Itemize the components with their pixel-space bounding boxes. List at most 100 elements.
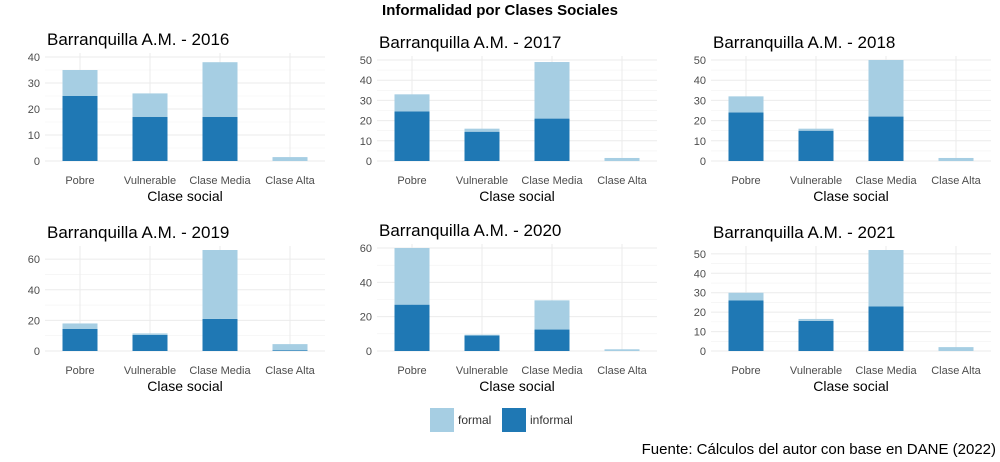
- bar-informal: [272, 350, 308, 351]
- x-axis-label: Clase social: [813, 378, 888, 394]
- x-tick-label: Pobre: [397, 175, 426, 187]
- bar-formal: [202, 250, 238, 319]
- x-axis-label: Clase social: [813, 188, 888, 204]
- x-tick-label: Clase Media: [521, 175, 583, 187]
- bar-informal: [868, 306, 904, 351]
- y-tick-label: 20: [694, 307, 706, 319]
- x-tick-label: Vulnerable: [790, 365, 842, 377]
- bar-formal: [868, 60, 904, 117]
- figure-caption: Fuente: Cálculos del autor con base en D…: [641, 441, 996, 458]
- bar-formal: [868, 250, 904, 307]
- x-tick-label: Clase Alta: [931, 175, 981, 187]
- y-tick-label: 40: [28, 285, 40, 297]
- bar-formal: [272, 344, 308, 351]
- bar-informal: [132, 334, 168, 351]
- bar-formal: [132, 93, 168, 117]
- figure-title: Informalidad por Clases Sociales: [382, 2, 618, 19]
- bar-formal: [938, 157, 974, 161]
- y-tick-label: 40: [360, 277, 372, 289]
- bar-informal: [798, 130, 834, 161]
- bar-formal: [728, 96, 764, 113]
- bar-informal: [728, 112, 764, 161]
- y-tick-label: 60: [28, 254, 40, 266]
- bar-formal: [604, 157, 640, 161]
- bar-formal: [938, 347, 974, 351]
- x-tick-label: Clase Alta: [597, 365, 647, 377]
- bar-informal: [728, 300, 764, 351]
- y-tick-label: 50: [694, 55, 706, 67]
- bar-informal: [464, 131, 500, 161]
- chart-panel-5: 0 20 40 60 Pobre Vulnerable Clase Media Clase A…: [360, 221, 657, 394]
- bar-formal: [62, 70, 98, 96]
- x-tick-label: Pobre: [731, 365, 760, 377]
- y-tick-label: 10: [28, 130, 40, 142]
- bar-informal: [132, 116, 168, 161]
- x-tick-label: Vulnerable: [456, 365, 508, 377]
- x-axis-label: Clase social: [479, 378, 554, 394]
- bar-formal: [798, 318, 834, 321]
- bar-formal: [394, 94, 430, 112]
- bar-formal: [272, 157, 308, 161]
- bar-formal: [202, 62, 238, 117]
- y-tick-label: 30: [694, 95, 706, 107]
- bar-formal: [132, 333, 168, 335]
- bar-informal: [62, 96, 98, 161]
- y-tick-label: 40: [694, 75, 706, 87]
- bar-formal: [464, 334, 500, 336]
- y-tick-label: 30: [694, 288, 706, 300]
- y-tick-label: 20: [28, 104, 40, 116]
- bar-formal: [394, 248, 430, 305]
- legend-swatch-informal: [502, 408, 526, 432]
- panel-title: Barranquilla A.M. - 2018: [713, 33, 895, 52]
- bar-informal: [394, 304, 430, 351]
- panel-title: Barranquilla A.M. - 2017: [379, 33, 561, 52]
- x-axis-label: Clase social: [147, 378, 222, 394]
- y-tick-label: 0: [34, 156, 40, 168]
- panel-title: Barranquilla A.M. - 2020: [379, 221, 561, 240]
- y-tick-label: 40: [694, 268, 706, 280]
- legend-label-informal: informal: [530, 413, 573, 427]
- y-tick-label: 0: [700, 346, 706, 358]
- legend-swatch-formal: [430, 408, 454, 432]
- x-tick-label: Clase Media: [189, 175, 251, 187]
- bar-informal: [202, 116, 238, 161]
- y-tick-label: 10: [360, 136, 372, 148]
- y-tick-label: 20: [360, 116, 372, 128]
- y-tick-label: 60: [360, 243, 372, 255]
- bar-informal: [202, 318, 238, 351]
- y-tick-label: 10: [694, 327, 706, 339]
- y-tick-label: 50: [360, 55, 372, 67]
- y-tick-label: 0: [700, 156, 706, 168]
- y-tick-label: 30: [28, 78, 40, 90]
- x-tick-label: Vulnerable: [790, 175, 842, 187]
- bar-formal: [62, 323, 98, 329]
- bar-formal: [798, 128, 834, 131]
- y-tick-label: 20: [694, 116, 706, 128]
- y-tick-label: 20: [28, 315, 40, 327]
- panel-title: Barranquilla A.M. - 2019: [47, 223, 229, 242]
- x-tick-label: Clase Media: [855, 365, 917, 377]
- y-tick-label: 40: [360, 75, 372, 87]
- bar-formal: [728, 292, 764, 301]
- y-tick-label: 0: [366, 346, 372, 358]
- x-tick-label: Pobre: [397, 365, 426, 377]
- bar-informal: [394, 111, 430, 161]
- y-tick-label: 40: [28, 52, 40, 64]
- bar-informal: [62, 328, 98, 351]
- bar-formal: [604, 349, 640, 351]
- x-tick-label: Clase Alta: [265, 365, 315, 377]
- bar-informal: [868, 116, 904, 161]
- y-tick-label: 30: [360, 95, 372, 107]
- x-tick-label: Clase Alta: [931, 365, 981, 377]
- bar-informal: [534, 329, 570, 351]
- bar-formal: [534, 300, 570, 330]
- y-tick-label: 0: [34, 346, 40, 358]
- bar-formal: [534, 62, 570, 119]
- x-tick-label: Pobre: [65, 365, 94, 377]
- y-tick-label: 0: [366, 156, 372, 168]
- bar-informal: [464, 335, 500, 351]
